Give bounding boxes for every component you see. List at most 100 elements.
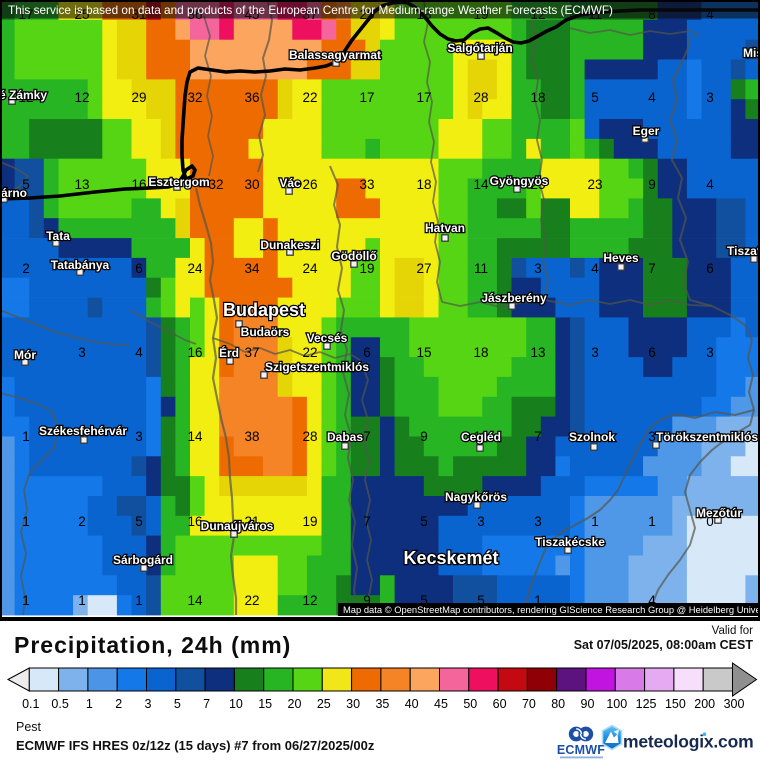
svg-text:33: 33 xyxy=(359,177,374,192)
svg-text:6: 6 xyxy=(135,261,143,276)
svg-text:3: 3 xyxy=(591,345,599,360)
svg-text:50: 50 xyxy=(463,697,477,711)
svg-text:300: 300 xyxy=(724,697,745,711)
svg-text:12: 12 xyxy=(74,90,89,105)
svg-text:28: 28 xyxy=(302,429,317,444)
svg-text:3: 3 xyxy=(706,345,714,360)
svg-text:25: 25 xyxy=(317,697,331,711)
svg-text:árno: árno xyxy=(1,186,27,200)
svg-text:Jászberény: Jászberény xyxy=(481,291,547,305)
svg-text:Pest: Pest xyxy=(16,720,42,734)
svg-text:Valid for: Valid for xyxy=(712,625,754,637)
svg-text:1: 1 xyxy=(22,514,30,529)
svg-text:3: 3 xyxy=(78,345,86,360)
svg-text:Tiszakécske: Tiszakécske xyxy=(535,535,605,549)
svg-text:15: 15 xyxy=(258,697,272,711)
svg-text:Budapest: Budapest xyxy=(223,300,305,320)
svg-text:13: 13 xyxy=(74,177,89,192)
svg-text:Mezőtúr: Mezőtúr xyxy=(696,506,742,520)
svg-text:Szigetszentmiklós: Szigetszentmiklós xyxy=(265,360,369,374)
svg-text:Budaörs: Budaörs xyxy=(241,325,290,339)
svg-text:27: 27 xyxy=(416,261,431,276)
svg-text:Precipitation, 24h (mm): Precipitation, 24h (mm) xyxy=(14,632,291,658)
svg-text:Heves: Heves xyxy=(603,251,639,265)
svg-text:26: 26 xyxy=(302,177,317,192)
svg-text:7: 7 xyxy=(363,514,371,529)
svg-text:meteologix.com: meteologix.com xyxy=(623,732,753,752)
svg-text:125: 125 xyxy=(636,697,657,711)
svg-text:Vác: Vác xyxy=(279,176,301,190)
svg-text:Vecsés: Vecsés xyxy=(307,331,348,345)
svg-text:6: 6 xyxy=(363,345,371,360)
svg-text:3: 3 xyxy=(534,514,542,529)
svg-text:35: 35 xyxy=(375,697,389,711)
svg-text:Cegléd: Cegléd xyxy=(461,430,501,444)
svg-text:Dabas: Dabas xyxy=(327,430,363,444)
svg-text:Salgótarján: Salgótarján xyxy=(447,41,512,55)
svg-text:Esztergom: Esztergom xyxy=(148,175,209,189)
svg-text:10: 10 xyxy=(229,697,243,711)
svg-text:3: 3 xyxy=(135,429,143,444)
svg-text:28: 28 xyxy=(473,90,488,105)
svg-text:32: 32 xyxy=(208,177,223,192)
svg-text:1: 1 xyxy=(22,429,30,444)
svg-text:Eger: Eger xyxy=(633,124,660,138)
svg-text:11: 11 xyxy=(474,261,488,276)
svg-text:22: 22 xyxy=(302,345,317,360)
svg-text:1: 1 xyxy=(78,593,86,608)
svg-text:5: 5 xyxy=(135,514,143,529)
svg-text:This service is based on data: This service is based on data and produc… xyxy=(8,3,613,17)
svg-text:17: 17 xyxy=(359,90,374,105)
svg-text:1: 1 xyxy=(135,593,143,608)
svg-text:1: 1 xyxy=(22,593,30,608)
svg-text:9: 9 xyxy=(420,429,428,444)
svg-text:24: 24 xyxy=(302,261,318,276)
svg-text:Tatabánya: Tatabánya xyxy=(51,258,110,272)
svg-text:3: 3 xyxy=(477,514,485,529)
svg-text:3: 3 xyxy=(706,90,714,105)
svg-text:37: 37 xyxy=(244,345,259,360)
svg-text:4: 4 xyxy=(706,177,714,192)
svg-text:5: 5 xyxy=(420,514,428,529)
svg-text:80: 80 xyxy=(551,697,565,711)
svg-text:Érd: Érd xyxy=(219,345,239,360)
svg-text:5: 5 xyxy=(174,697,181,711)
svg-text:22: 22 xyxy=(302,90,317,105)
svg-text:20: 20 xyxy=(288,697,302,711)
svg-text:4: 4 xyxy=(135,345,143,360)
svg-text:5: 5 xyxy=(591,90,599,105)
svg-text:2: 2 xyxy=(22,261,30,276)
svg-text:22: 22 xyxy=(244,593,259,608)
svg-text:6: 6 xyxy=(648,345,656,360)
svg-text:7: 7 xyxy=(363,429,371,444)
svg-text:100: 100 xyxy=(606,697,627,711)
svg-text:30: 30 xyxy=(346,697,360,711)
svg-text:Törökszentmiklós: Törökszentmiklós xyxy=(656,430,758,444)
svg-text:14: 14 xyxy=(473,177,489,192)
svg-text:38: 38 xyxy=(244,429,259,444)
svg-text:70: 70 xyxy=(522,697,536,711)
svg-text:14: 14 xyxy=(187,429,203,444)
svg-text:7: 7 xyxy=(203,697,210,711)
svg-text:ECMWF IFS HRES 0z/12z (15 days: ECMWF IFS HRES 0z/12z (15 days) #7 from … xyxy=(16,738,375,753)
svg-text:Map data © OpenStreetMap contr: Map data © OpenStreetMap contributors, r… xyxy=(343,604,760,615)
svg-text:3: 3 xyxy=(534,261,542,276)
svg-text:12: 12 xyxy=(302,593,317,608)
svg-text:4: 4 xyxy=(648,90,656,105)
svg-text:23: 23 xyxy=(587,177,602,192)
svg-text:45: 45 xyxy=(434,697,448,711)
svg-text:16: 16 xyxy=(131,177,146,192)
svg-text:ECMWF: ECMWF xyxy=(557,743,605,757)
svg-text:2: 2 xyxy=(78,514,86,529)
svg-text:2: 2 xyxy=(115,697,122,711)
svg-text:19: 19 xyxy=(359,261,374,276)
svg-text:1: 1 xyxy=(86,697,93,711)
svg-text:9: 9 xyxy=(648,177,656,192)
svg-text:30: 30 xyxy=(244,177,259,192)
svg-text:Székesfehérvár: Székesfehérvár xyxy=(39,424,127,438)
svg-text:40: 40 xyxy=(405,697,419,711)
svg-text:Sárbogárd: Sárbogárd xyxy=(113,553,173,567)
svg-text:4: 4 xyxy=(591,261,599,276)
svg-text:90: 90 xyxy=(581,697,595,711)
svg-text:3: 3 xyxy=(145,697,152,711)
